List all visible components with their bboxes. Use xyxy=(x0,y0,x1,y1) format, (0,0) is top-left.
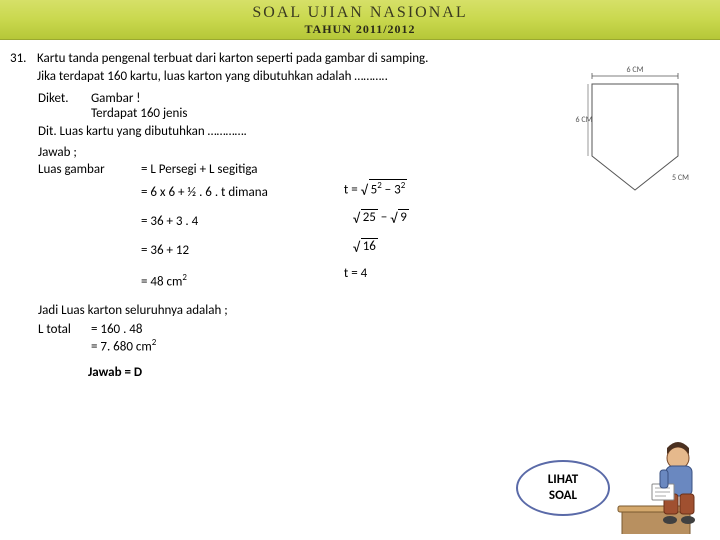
t-final: t = 4 xyxy=(344,266,464,281)
luas-eq5: = 48 cm2 xyxy=(141,272,341,289)
lihat-soal-button[interactable]: LIHAT SOAL xyxy=(516,460,610,516)
card-diagram: 6 CM 6 CM 5 CM xyxy=(570,62,700,202)
luas-eq3: = 36 + 3 . 4 xyxy=(141,214,341,229)
diagram-side-label: 6 CM xyxy=(576,115,593,125)
diket-label: Diket. xyxy=(38,91,88,106)
header-title: SOAL UJIAN NASIONAL xyxy=(0,4,720,22)
luas-label: Luas gambar xyxy=(38,162,138,177)
diagram-top-label: 6 CM xyxy=(627,65,644,75)
btn-line1: LIHAT xyxy=(548,472,578,487)
t-step1: t = √52 − 32 xyxy=(344,179,464,197)
ltotal-row: L total = 160 . 48 = 7. 680 cm2 xyxy=(38,322,706,354)
question-text: Kartu tanda pengenal terbuat dari karton… xyxy=(37,50,597,85)
t-step2: √25 − √9 xyxy=(344,208,464,225)
ltotal-label: L total xyxy=(38,322,88,337)
person-illustration xyxy=(616,434,716,534)
luas-eq4: = 36 + 12 xyxy=(141,243,341,258)
answer-text: Jawab = D xyxy=(88,365,706,380)
diagram-slant-label: 5 CM xyxy=(672,173,689,183)
t-step3: √16 xyxy=(344,237,464,254)
btn-line2: SOAL xyxy=(549,488,577,503)
question-number: 31. xyxy=(10,50,34,68)
work-line-5: = 48 cm2 t = 4 xyxy=(38,266,706,295)
work-line-3: = 36 + 3 . 4 √25 − √9 xyxy=(38,208,706,235)
diket-value: Gambar ! Terdapat 160 jenis xyxy=(91,91,187,121)
ltotal-value: = 160 . 48 = 7. 680 cm2 xyxy=(91,322,156,354)
conclusion-text: Jadi Luas karton seluruhnya adalah ; xyxy=(38,303,706,318)
luas-eq2: = 6 x 6 + ½ . 6 . t dimana xyxy=(141,185,341,200)
luas-eq1: = L Persegi + L segitiga xyxy=(141,162,341,177)
work-line-4: = 36 + 12 √16 xyxy=(38,237,706,264)
header-banner: SOAL UJIAN NASIONAL TAHUN 2011/2012 xyxy=(0,0,720,40)
header-subtitle: TAHUN 2011/2012 xyxy=(0,22,720,37)
